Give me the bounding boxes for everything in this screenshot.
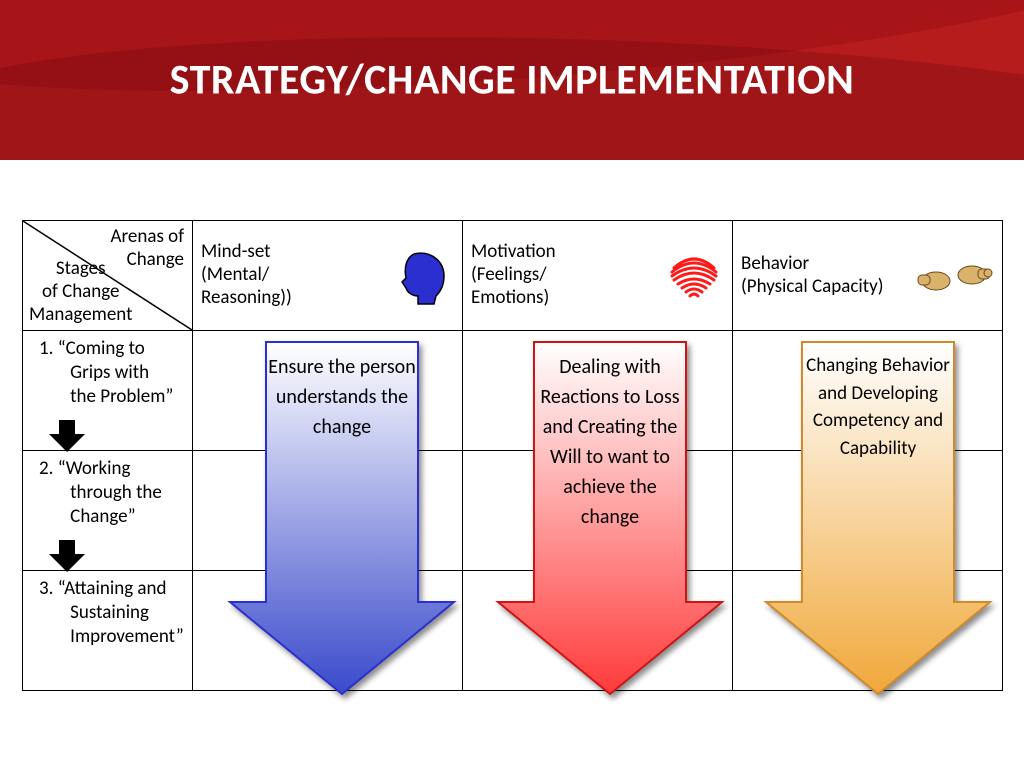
col-label: Behavior(Physical Capacity) xyxy=(741,253,884,299)
process-arrow-mindset: Ensure the person understands the change xyxy=(222,338,462,698)
col-label: Motivation(Feelings/Emotions) xyxy=(471,241,556,309)
col-head-mindset: Mind-set(Mental/Reasoning)) xyxy=(193,221,463,331)
corner-cell: Arenas ofChange Stagesof ChangeManagemen… xyxy=(23,221,193,331)
col-head-motivation: Motivation(Feelings/Emotions) xyxy=(463,221,733,331)
process-arrow-behavior: Changing Behavior and Developing Compete… xyxy=(758,338,998,698)
row-head-1: 1. “Coming to Grips with the Problem” xyxy=(23,331,193,451)
title-banner: STRATEGY/CHANGE IMPLEMENTATION xyxy=(0,0,1024,160)
col-label: Mind-set(Mental/Reasoning)) xyxy=(201,241,292,309)
heart-icon xyxy=(664,246,724,306)
arrow-label: Changing Behavior and Developing Compete… xyxy=(802,352,954,462)
col-head-behavior: Behavior(Physical Capacity) xyxy=(733,221,1003,331)
down-arrow-icon xyxy=(47,538,87,574)
arrow-label: Dealing with Reactions to Loss and Creat… xyxy=(534,352,686,532)
corner-bottom-label: Stagesof ChangeManagement xyxy=(29,257,132,326)
row-head-2: 2. “Working through the Change” xyxy=(23,451,193,571)
row-label: 2. “Working through the Change” xyxy=(49,457,184,528)
hands-icon xyxy=(914,251,994,301)
row-label: 3. “Attaining and Sustaining Improvement… xyxy=(49,577,184,648)
head-icon xyxy=(394,246,454,306)
row-head-3: 3. “Attaining and Sustaining Improvement… xyxy=(23,571,193,691)
arrow-label: Ensure the person understands the change xyxy=(266,352,418,442)
page-title: STRATEGY/CHANGE IMPLEMENTATION xyxy=(170,55,855,106)
process-arrow-motivation: Dealing with Reactions to Loss and Creat… xyxy=(490,338,730,698)
matrix-container: Arenas ofChange Stagesof ChangeManagemen… xyxy=(22,220,1002,690)
row-label: 1. “Coming to Grips with the Problem” xyxy=(49,337,184,408)
down-arrow-icon xyxy=(47,418,87,454)
